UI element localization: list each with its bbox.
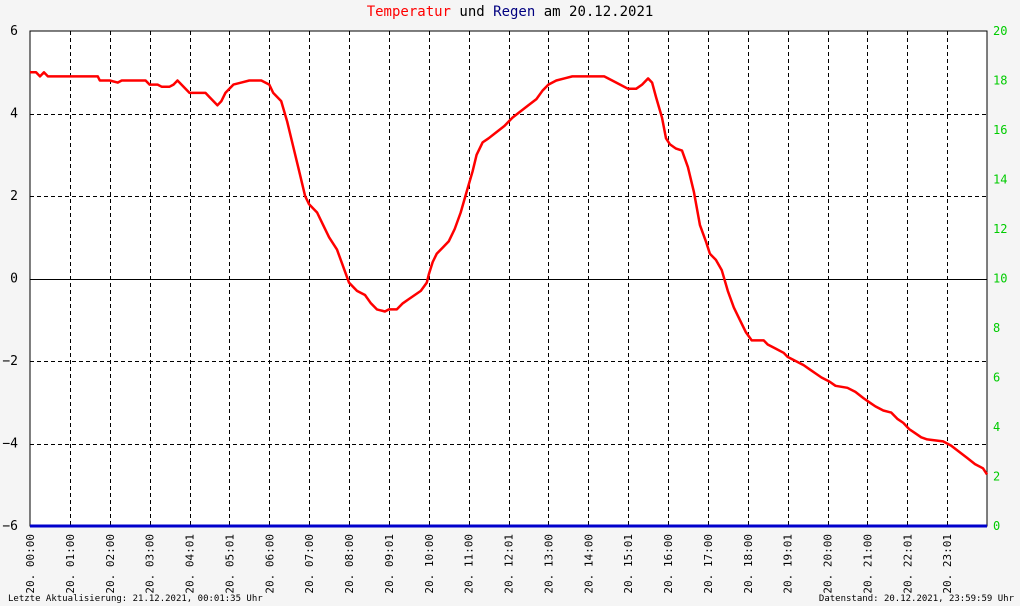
y-left-tick-label: 0 (10, 272, 18, 287)
x-tick-label: 20. 21:00 (861, 534, 874, 594)
y-right-tick-label: 8 (993, 321, 1000, 335)
title-temperatur: Temperatur (366, 4, 451, 20)
y-right-tick-label: 2 (993, 470, 1000, 484)
x-tick-label: 20. 14:00 (582, 534, 595, 594)
footer-last-update: Letzte Aktualisierung: 21.12.2021, 00:01… (8, 594, 263, 604)
x-tick-label: 20. 16:00 (662, 534, 675, 594)
x-tick-label: 20. 01:00 (64, 534, 77, 594)
title-und: und (450, 4, 494, 20)
y-right-tick-label: 18 (993, 74, 1007, 88)
x-tick-label: 20. 23:01 (941, 534, 954, 594)
x-tick-label: 20. 07:00 (303, 534, 316, 594)
x-tick-label: 20. 15:01 (622, 534, 635, 594)
y-right-tick-label: 16 (993, 123, 1007, 137)
x-tick-label: 20. 05:01 (223, 534, 236, 594)
y-right-tick-label: 6 (993, 371, 1000, 385)
y-right-tick-label: 10 (993, 272, 1007, 286)
x-tick-label: 20. 03:00 (144, 534, 157, 594)
x-tick-label: 20. 00:00 (24, 534, 37, 594)
x-tick-label: 20. 22:01 (901, 534, 914, 594)
x-tick-label: 20. 06:00 (263, 534, 276, 594)
y-right-tick-label: 4 (993, 420, 1000, 434)
y-left-tick-label: 2 (10, 189, 18, 204)
y-left-tick-label: −4 (2, 437, 18, 452)
y-right-tick-label: 14 (993, 173, 1007, 187)
x-tick-label: 20. 02:00 (104, 534, 117, 594)
x-tick-label: 20. 19:01 (782, 534, 795, 594)
y-right-tick-label: 20 (993, 24, 1007, 38)
y-left-tick-label: 6 (10, 24, 18, 39)
x-tick-label: 20. 20:00 (822, 534, 835, 594)
x-tick-label: 20. 09:01 (383, 534, 396, 594)
y-left-tick-label: −6 (2, 519, 18, 534)
y-left-tick-label: −2 (2, 354, 18, 369)
title-regen: Regen (493, 4, 536, 20)
x-tick-label: 20. 11:00 (463, 534, 476, 594)
x-tick-label: 20. 10:00 (423, 534, 436, 594)
x-tick-label: 20. 08:00 (343, 534, 356, 594)
x-tick-label: 20. 18:00 (742, 534, 755, 594)
plot-area (29, 30, 988, 527)
chart-title: Temperatur und Regen am 20.12.2021 (0, 4, 1020, 20)
title-date: am 20.12.2021 (535, 4, 654, 20)
x-tick-label: 20. 04:01 (184, 534, 197, 594)
y-right-tick-label: 0 (993, 519, 1000, 533)
x-tick-label: 20. 12:01 (503, 534, 516, 594)
y-left-tick-label: 4 (10, 107, 18, 122)
series-temperatur (30, 71, 989, 476)
footer-data-status: Datenstand: 20.12.2021, 23:59:59 Uhr (818, 594, 1014, 604)
x-tick-label: 20. 17:00 (702, 534, 715, 594)
x-tick-label: 20. 13:00 (542, 534, 555, 594)
y-right-tick-label: 12 (993, 222, 1007, 236)
